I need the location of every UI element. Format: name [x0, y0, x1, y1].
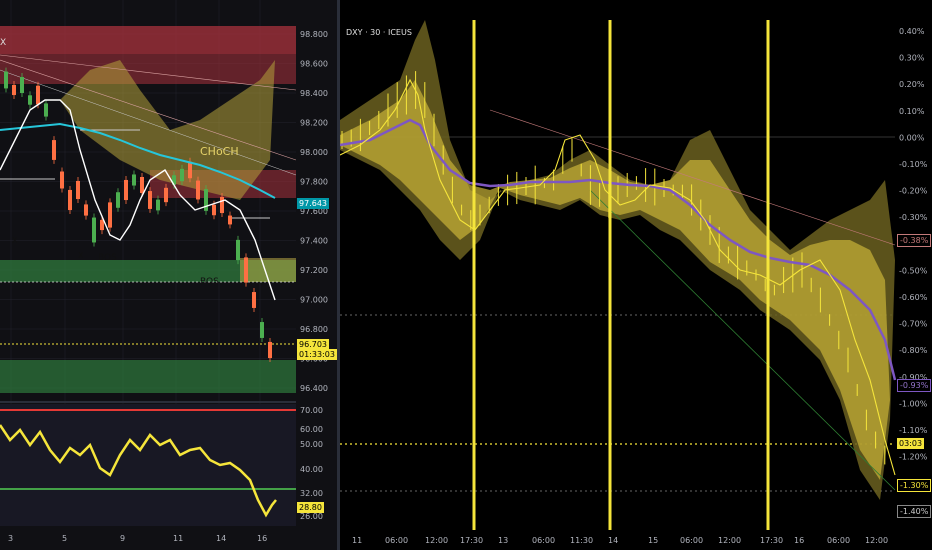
percent-axis-label: -0.30% — [899, 213, 928, 222]
signal-line-yellow — [340, 78, 896, 476]
price-axis-label: 98.200 — [300, 119, 328, 128]
time-axis-label: 11 — [352, 536, 362, 545]
supply-zone-top — [0, 26, 296, 54]
demand-zone-mid — [0, 260, 296, 282]
chart-title: DXY · 30 · ICEUS — [346, 28, 412, 37]
indicator-line — [0, 424, 277, 518]
percent-axis-label: -1.00% — [899, 399, 928, 408]
bos-label-1: BOS — [98, 253, 117, 263]
price-axis-label: 97.200 — [300, 266, 328, 275]
time-axis-label: 12:00 — [718, 536, 741, 545]
price-axis-label: 97.400 — [300, 237, 328, 246]
pct-tag-2: -0.93% — [897, 379, 932, 392]
indicator-axis-label: 60.00 — [300, 425, 323, 434]
trend-line-2 — [0, 54, 297, 91]
percent-axis-label: -0.50% — [899, 266, 928, 275]
price-tag-ma: 97.643 — [297, 198, 329, 209]
bos-label-2: BOS — [200, 277, 219, 287]
demand-zone-low — [0, 360, 296, 393]
percent-axis-label: -0.60% — [899, 293, 928, 302]
time-axis-label: 17:30 — [760, 536, 783, 545]
left-time-axis: 3 5 9 11 14 16 — [8, 534, 267, 543]
time-axis-label: 5 — [62, 534, 67, 543]
price-axis-label: 96.400 — [300, 384, 328, 393]
trend-line-green — [589, 189, 896, 491]
time-axis-label: 12:00 — [865, 536, 888, 545]
last-price-tag: 96.703 — [297, 339, 329, 350]
indicator-value-tag: 28.80 — [297, 502, 324, 513]
price-axis-label: 97.600 — [300, 207, 328, 216]
time-axis-label: 15 — [648, 536, 658, 545]
trend-line-3 — [0, 69, 297, 176]
time-axis-label: 16 — [794, 536, 804, 545]
percent-axis-label: -1.20% — [899, 453, 928, 462]
percent-axis-label: 0.40% — [899, 27, 925, 36]
time-axis-label: 13 — [498, 536, 508, 545]
percent-axis-label: -0.90% — [899, 373, 928, 382]
time-axis-label: 06:00 — [827, 536, 850, 545]
time-axis-label: 14 — [608, 536, 618, 545]
moving-average-white — [0, 99, 276, 301]
time-axis-label: 12:00 — [425, 536, 448, 545]
time-axis-label: 16 — [257, 534, 267, 543]
time-axis-label: 11:30 — [570, 536, 593, 545]
x-label-3: X — [78, 251, 84, 260]
percent-axis-label: 0.20% — [899, 80, 925, 89]
candlestick-series — [4, 67, 272, 363]
percent-axis-label: -0.80% — [899, 346, 928, 355]
left-chart-panel[interactable]: CHoCH BOS BOS X X X 98.800 98.600 98.400 98… — [0, 0, 337, 550]
projection-cone — [60, 60, 275, 200]
percent-axis-label: -0.10% — [899, 160, 928, 169]
indicator-axis-label: 70.00 — [300, 406, 323, 415]
indicator-pane-bg — [0, 404, 296, 526]
price-axis-label: 97.800 — [300, 178, 328, 187]
pct-tag-5: -1.40% — [897, 505, 932, 518]
indicator-axis-label: 26.00 — [300, 512, 323, 521]
percent-axis-label: -0.20% — [899, 187, 928, 196]
price-axis-label: 98.600 — [300, 60, 328, 69]
candle-timer-tag: 01:33:03 — [297, 349, 337, 360]
right-chart-canvas[interactable]: DXY · 30 · ICEUS 0.40% 0.30% 0.20% 0.10% 0.0… — [340, 0, 932, 550]
x-label-1: X — [0, 38, 6, 48]
percent-axis-label: -0.70% — [899, 320, 928, 329]
right-time-axis: 11 06:00 12:00 17:30 13 06:00 11:30 14 15 06:00 12… — [352, 536, 888, 545]
time-axis-label: 3 — [8, 534, 13, 543]
time-axis-label: 11 — [173, 534, 183, 543]
time-axis-label: 17:30 — [460, 536, 483, 545]
percent-axis-label: 0.00% — [899, 133, 925, 142]
price-axis-label: 96.800 — [300, 325, 328, 334]
pct-tag-4: -1.30% — [897, 479, 932, 492]
supply-zone-upper — [0, 54, 296, 84]
left-chart-canvas[interactable]: CHoCH BOS BOS X X X 98.800 98.600 98.400 98… — [0, 0, 337, 550]
time-axis-label: 06:00 — [532, 536, 555, 545]
right-chart-panel[interactable]: DXY · 30 · ICEUS 0.40% 0.30% 0.20% 0.10% 0.0… — [337, 0, 932, 550]
moving-average-cyan — [0, 122, 276, 199]
price-axis-label: 97.000 — [300, 296, 328, 305]
indicator-axis-label: 50.00 — [300, 440, 323, 449]
indicator-axis-label: 32.00 — [300, 489, 323, 498]
price-axis-label: 98.400 — [300, 89, 328, 98]
time-axis-label: 06:00 — [385, 536, 408, 545]
indicator-axis-label: 40.00 — [300, 465, 323, 474]
pct-tag-1: -0.38% — [897, 234, 932, 247]
trend-line-1 — [0, 59, 297, 161]
inner-envelope-band — [340, 80, 890, 480]
price-axis-label: 98.800 — [300, 30, 328, 39]
price-axis-label: 98.000 — [300, 148, 328, 157]
x-label-2: X — [12, 236, 18, 245]
left-indicator-axis: 70.00 60.00 50.00 40.00 32.00 26.00 — [300, 406, 323, 521]
percent-axis-label: 0.30% — [899, 54, 925, 63]
time-axis-label: 14 — [216, 534, 226, 543]
percent-axis-label: 0.10% — [899, 107, 925, 116]
time-axis-label: 9 — [120, 534, 125, 543]
pct-tag-3: 03:03 — [897, 438, 925, 449]
choch-label: CHoCH — [200, 145, 239, 158]
percent-axis-label: -1.10% — [899, 426, 928, 435]
time-axis-label: 06:00 — [680, 536, 703, 545]
trend-line-red — [489, 109, 896, 246]
